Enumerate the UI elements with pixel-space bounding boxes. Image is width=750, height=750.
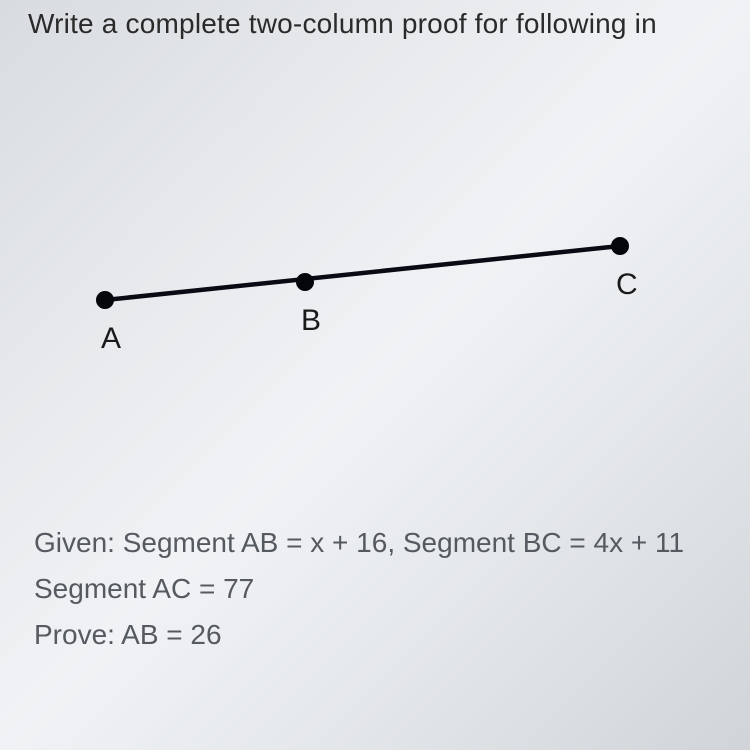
worksheet-page: { "instruction": "Write a complete two-c… <box>0 0 750 750</box>
label-a: A <box>101 322 121 355</box>
point-b <box>296 273 314 291</box>
given-line-1: Given: Segment AB = x + 16, Segment BC =… <box>34 520 684 566</box>
prove-line: Prove: AB = 26 <box>34 612 684 658</box>
diagram-svg: A B C <box>60 160 690 380</box>
segment-line <box>105 246 620 300</box>
instruction-text: Write a complete two-column proof for fo… <box>28 8 657 40</box>
label-c: C <box>616 268 638 301</box>
point-c <box>611 237 629 255</box>
given-prove-block: Given: Segment AB = x + 16, Segment BC =… <box>34 520 684 659</box>
segment-diagram: A B C <box>60 160 690 380</box>
point-a <box>96 291 114 309</box>
label-b: B <box>301 304 321 337</box>
given-line-2: Segment AC = 77 <box>34 566 684 612</box>
